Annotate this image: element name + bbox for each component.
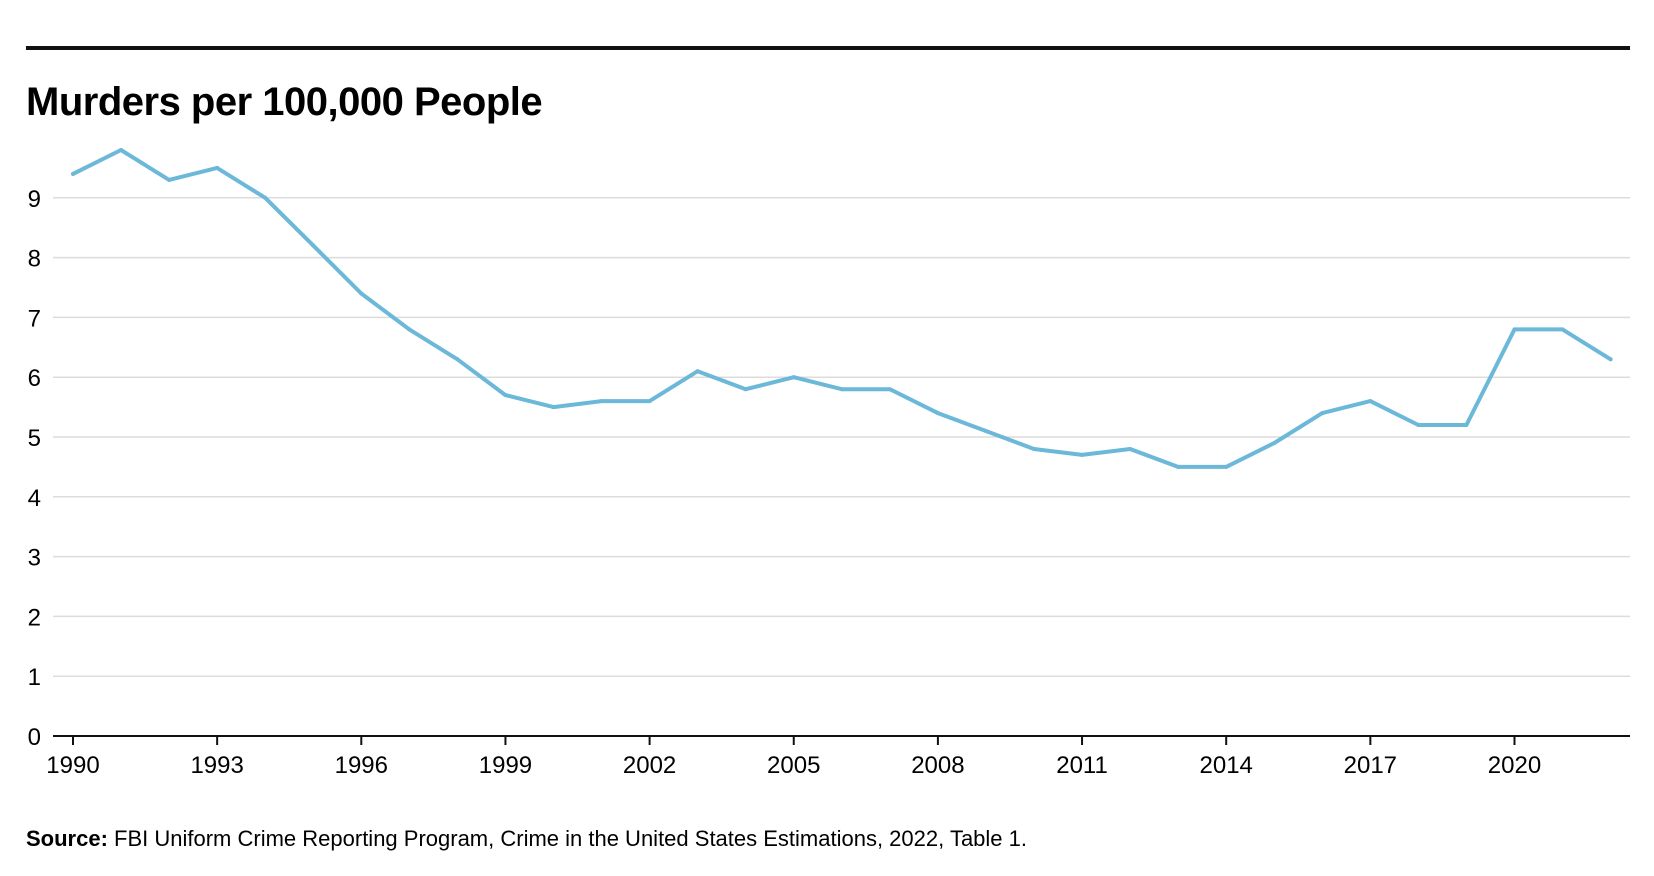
y-tick-label-0: 0 — [28, 724, 41, 751]
x-tick-label-1999: 1999 — [479, 752, 532, 779]
gridlines — [53, 197, 1630, 677]
data-point-2022 — [1608, 357, 1613, 362]
data-point-2016 — [1320, 411, 1325, 416]
data-point-2001 — [599, 399, 604, 404]
y-tick-label-4: 4 — [28, 485, 41, 512]
data-point-1996 — [359, 291, 364, 296]
y-tick-label-3: 3 — [28, 545, 41, 572]
y-tick-label-5: 5 — [28, 425, 41, 452]
y-tick-label-9: 9 — [28, 186, 41, 213]
x-tick-label-2011: 2011 — [1056, 752, 1108, 779]
data-point-2004 — [743, 387, 748, 392]
y-tick-label-7: 7 — [28, 305, 41, 332]
y-tick-label-8: 8 — [28, 246, 41, 273]
top-rule — [26, 46, 1630, 50]
x-tick-label-2005: 2005 — [767, 752, 820, 779]
x-tick-label-1990: 1990 — [46, 752, 99, 779]
data-point-2013 — [1176, 464, 1181, 469]
data-point-1998 — [455, 357, 460, 362]
data-point-1997 — [407, 327, 412, 332]
data-point-2014 — [1224, 464, 1229, 469]
data-point-1990 — [71, 171, 75, 176]
series-layer — [71, 148, 1613, 469]
data-point-1993 — [215, 165, 220, 170]
data-point-2010 — [1032, 447, 1036, 451]
data-point-2007 — [887, 387, 892, 392]
data-point-2011 — [1080, 452, 1084, 457]
x-tick-label-2014: 2014 — [1200, 752, 1253, 779]
source-text: FBI Uniform Crime Reporting Program, Cri… — [107, 826, 1028, 851]
data-point-2015 — [1272, 441, 1277, 445]
data-point-2005 — [791, 375, 796, 380]
y-tick-label-1: 1 — [28, 664, 41, 691]
data-point-1999 — [503, 393, 508, 398]
data-point-2017 — [1368, 399, 1373, 404]
data-point-1992 — [167, 177, 172, 182]
data-point-2008 — [935, 411, 940, 416]
x-tick-label-1993: 1993 — [190, 752, 243, 779]
x-tick-label-2017: 2017 — [1344, 752, 1397, 779]
x-tick-label-2020: 2020 — [1488, 752, 1541, 779]
data-point-2003 — [695, 369, 700, 374]
data-point-1991 — [119, 148, 123, 152]
data-point-2012 — [1128, 447, 1133, 451]
data-point-2006 — [839, 387, 844, 392]
data-point-2021 — [1560, 327, 1565, 332]
data-point-2009 — [983, 429, 988, 433]
x-tick-label-2008: 2008 — [911, 752, 964, 779]
data-point-2002 — [647, 399, 652, 404]
x-tick-label-1996: 1996 — [335, 752, 388, 779]
x-axis: 1990 1993 1996 1999 2002 2005 2008 2011 2014 2017… — [46, 735, 1630, 779]
data-point-2019 — [1464, 423, 1469, 427]
x-tick-label-2002: 2002 — [623, 752, 676, 779]
data-point-2018 — [1416, 423, 1421, 427]
data-point-1994 — [263, 195, 268, 200]
data-point-2020 — [1512, 327, 1517, 332]
y-tick-label-2: 2 — [28, 604, 41, 631]
y-axis-tick-labels: 0 1 2 3 4 5 6 7 8 9 — [28, 186, 41, 751]
chart-title: Murders per 100,000 People — [26, 80, 543, 124]
data-point-2000 — [551, 405, 556, 410]
y-tick-label-6: 6 — [28, 365, 41, 392]
source-label: Source: — [26, 826, 108, 851]
data-point-1995 — [311, 243, 316, 248]
source-note: Source: FBI Uniform Crime Reporting Prog… — [26, 824, 1027, 854]
